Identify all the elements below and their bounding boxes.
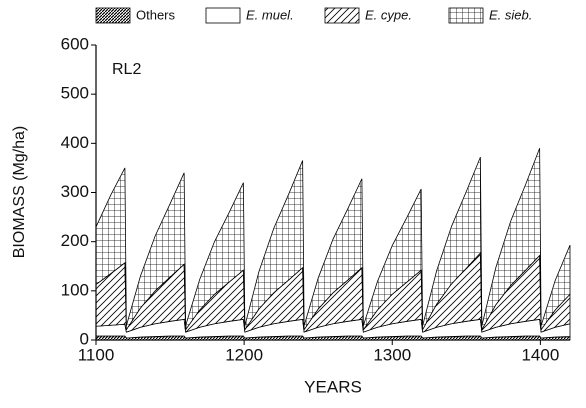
y-tick-label: 0	[80, 329, 89, 348]
area	[95, 148, 571, 332]
x-tick-label: 1400	[521, 345, 559, 364]
x-tick-label: 1200	[225, 345, 263, 364]
legend-label: E. cype.	[365, 7, 412, 22]
y-tick-label: 400	[61, 133, 89, 152]
annotation: RL2	[112, 61, 141, 78]
x-axis-label: YEARS	[304, 377, 362, 396]
legend-swatch	[448, 7, 484, 24]
legend-label: E. sieb.	[489, 7, 532, 22]
y-tick-label: 200	[61, 231, 89, 250]
x-tick-label: 1300	[373, 345, 411, 364]
y-axis-label: BIOMASS (Mg/ha)	[11, 126, 28, 258]
x-tick-label: 1100	[78, 345, 115, 364]
y-tick-label: 600	[61, 34, 89, 53]
legend-swatch	[205, 7, 241, 24]
y-tick-label: 100	[61, 280, 89, 299]
legend-label: E. muel.	[246, 7, 294, 22]
legend-swatch	[324, 7, 360, 24]
y-tick-label: 500	[61, 84, 89, 103]
y-tick-label: 300	[61, 182, 89, 201]
legend-swatch	[95, 7, 131, 24]
legend: Others E. muel. E. cype. E. sieb.	[95, 7, 532, 24]
legend-label: Others	[136, 7, 176, 22]
